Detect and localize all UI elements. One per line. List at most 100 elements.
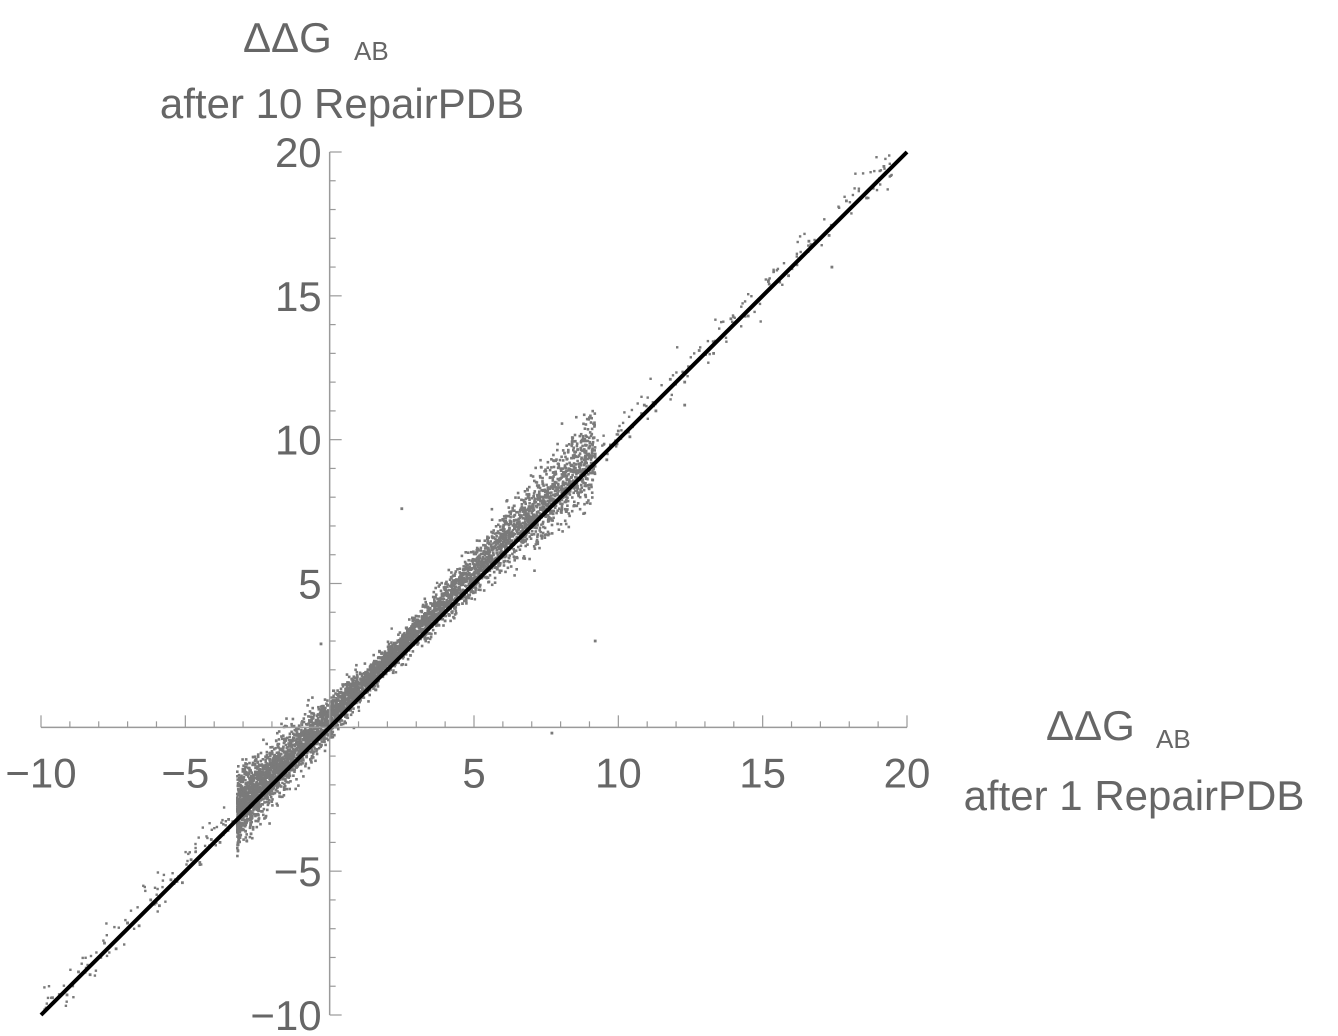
data-point bbox=[415, 614, 418, 618]
data-point bbox=[564, 507, 567, 511]
data-point bbox=[434, 612, 438, 616]
data-point bbox=[532, 533, 536, 536]
data-point bbox=[283, 751, 286, 754]
data-point bbox=[464, 585, 468, 588]
data-point bbox=[545, 533, 548, 536]
data-point bbox=[331, 702, 334, 705]
data-point bbox=[583, 484, 587, 488]
data-point bbox=[278, 795, 281, 798]
data-point bbox=[321, 711, 324, 715]
data-point bbox=[325, 714, 329, 717]
data-point bbox=[330, 696, 333, 699]
data-point bbox=[523, 526, 526, 530]
data-point bbox=[249, 810, 252, 813]
data-point bbox=[301, 762, 304, 765]
data-point bbox=[552, 471, 556, 474]
data-point bbox=[433, 617, 436, 620]
data-point bbox=[252, 773, 255, 777]
data-point bbox=[397, 651, 401, 654]
data-point bbox=[270, 764, 273, 767]
data-point bbox=[453, 613, 457, 616]
data-point bbox=[236, 787, 240, 791]
data-point bbox=[332, 704, 335, 707]
data-point bbox=[539, 500, 542, 503]
data-point bbox=[263, 801, 266, 804]
data-point bbox=[320, 737, 323, 741]
data-point bbox=[352, 683, 355, 687]
data-point bbox=[338, 705, 342, 709]
data-point bbox=[479, 569, 483, 573]
data-point bbox=[383, 652, 387, 655]
data-point bbox=[238, 836, 242, 839]
data-point bbox=[307, 731, 311, 734]
data-point bbox=[254, 819, 257, 823]
data-point bbox=[281, 777, 285, 780]
data-point bbox=[404, 663, 408, 666]
data-point bbox=[420, 616, 424, 620]
data-point bbox=[440, 581, 443, 585]
data-point bbox=[384, 666, 387, 669]
data-point bbox=[552, 465, 556, 469]
data-point bbox=[292, 774, 295, 777]
data-point bbox=[593, 446, 597, 449]
data-point bbox=[267, 763, 271, 766]
data-point bbox=[319, 728, 323, 732]
data-point bbox=[240, 779, 244, 782]
data-point bbox=[430, 618, 434, 622]
data-point bbox=[252, 779, 256, 782]
data-point bbox=[407, 630, 411, 634]
data-point bbox=[536, 542, 540, 546]
data-point bbox=[538, 474, 542, 478]
data-point bbox=[272, 774, 275, 777]
data-point bbox=[394, 650, 398, 653]
data-point bbox=[546, 502, 550, 506]
data-point bbox=[284, 743, 288, 747]
data-point bbox=[377, 669, 380, 673]
data-point bbox=[420, 615, 424, 618]
data-point bbox=[531, 475, 535, 478]
data-point bbox=[405, 637, 409, 641]
data-point bbox=[464, 578, 467, 581]
data-point bbox=[436, 597, 439, 601]
data-point bbox=[481, 561, 485, 565]
data-point bbox=[555, 458, 558, 461]
data-point bbox=[321, 720, 324, 723]
data-point bbox=[362, 680, 365, 684]
data-point bbox=[307, 698, 310, 702]
data-point bbox=[451, 610, 454, 613]
data-point bbox=[355, 670, 359, 674]
data-point bbox=[291, 717, 295, 721]
data-point bbox=[548, 491, 551, 495]
data-point bbox=[453, 582, 457, 586]
data-point bbox=[464, 598, 468, 601]
data-point bbox=[315, 749, 318, 753]
data-point bbox=[511, 509, 514, 512]
data-point bbox=[242, 803, 245, 806]
data-point bbox=[583, 502, 586, 506]
data-point bbox=[467, 559, 470, 562]
data-point bbox=[260, 777, 264, 780]
data-point bbox=[476, 565, 479, 569]
data-point bbox=[351, 682, 355, 686]
data-point bbox=[477, 588, 480, 591]
data-point bbox=[537, 515, 540, 518]
data-point bbox=[379, 663, 382, 666]
data-point bbox=[508, 533, 511, 536]
data-point bbox=[306, 723, 309, 726]
data-point bbox=[396, 648, 399, 652]
data-point bbox=[340, 707, 344, 711]
data-point bbox=[566, 504, 569, 507]
data-point bbox=[299, 740, 303, 744]
data-point bbox=[568, 461, 571, 465]
data-point bbox=[564, 522, 568, 526]
data-point bbox=[559, 467, 562, 470]
data-point bbox=[323, 698, 327, 701]
data-point bbox=[301, 720, 304, 723]
data-point bbox=[421, 603, 425, 607]
data-point bbox=[408, 618, 411, 621]
data-point bbox=[428, 615, 431, 619]
data-point bbox=[483, 539, 487, 542]
data-point bbox=[362, 696, 366, 699]
data-point bbox=[258, 773, 261, 776]
data-point bbox=[241, 828, 245, 832]
